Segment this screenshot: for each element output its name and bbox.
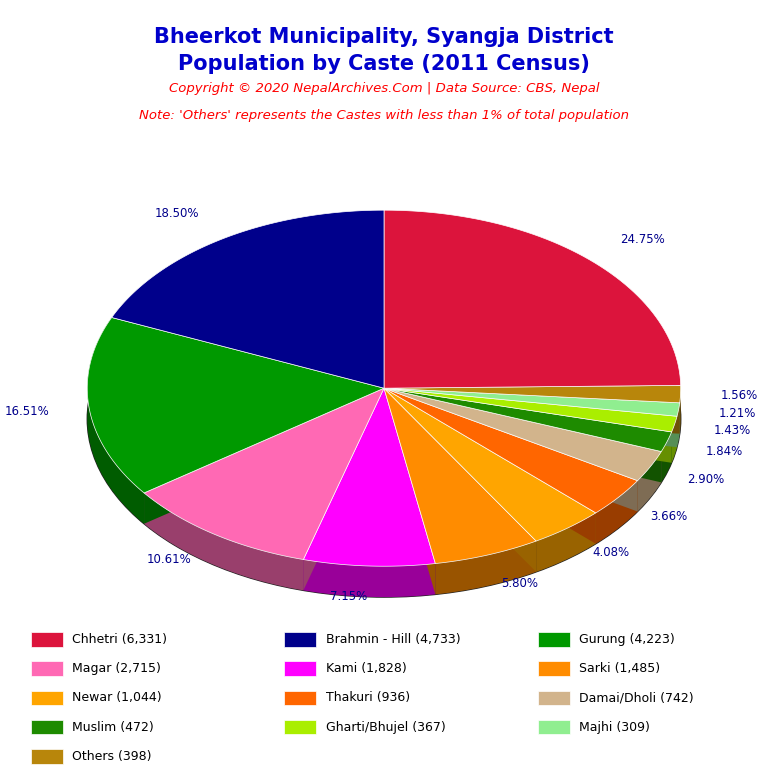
Polygon shape (144, 388, 384, 560)
Polygon shape (384, 388, 637, 513)
Polygon shape (677, 403, 680, 447)
Text: Bheerkot Municipality, Syangja District: Bheerkot Municipality, Syangja District (154, 27, 614, 47)
Polygon shape (384, 388, 661, 481)
Polygon shape (111, 210, 384, 388)
Text: 1.21%: 1.21% (719, 407, 756, 420)
Polygon shape (384, 210, 680, 388)
Polygon shape (435, 541, 536, 594)
Text: Thakuri (936): Thakuri (936) (326, 691, 410, 704)
Polygon shape (144, 493, 303, 591)
Ellipse shape (88, 241, 680, 597)
Text: 1.43%: 1.43% (714, 424, 751, 437)
Polygon shape (303, 560, 435, 597)
Text: Newar (1,044): Newar (1,044) (72, 691, 162, 704)
Bar (538, 661, 570, 676)
Bar (31, 749, 63, 763)
Polygon shape (384, 388, 536, 572)
Polygon shape (384, 388, 680, 434)
Text: 24.75%: 24.75% (621, 233, 665, 246)
Text: 2.90%: 2.90% (687, 474, 724, 486)
Text: 3.66%: 3.66% (650, 510, 687, 523)
Text: Population by Caste (2011 Census): Population by Caste (2011 Census) (178, 54, 590, 74)
Polygon shape (384, 388, 536, 572)
Text: 4.08%: 4.08% (592, 546, 630, 559)
Bar (31, 720, 63, 734)
Text: Sarki (1,485): Sarki (1,485) (579, 662, 660, 675)
Polygon shape (384, 388, 677, 447)
Polygon shape (672, 416, 677, 463)
Bar (31, 690, 63, 705)
Polygon shape (661, 432, 672, 482)
Bar (284, 661, 316, 676)
Polygon shape (384, 388, 596, 541)
Polygon shape (144, 388, 384, 524)
Polygon shape (384, 388, 637, 511)
Bar (284, 632, 316, 647)
Polygon shape (384, 388, 672, 452)
Polygon shape (384, 388, 596, 544)
Polygon shape (384, 388, 435, 594)
Text: Kami (1,828): Kami (1,828) (326, 662, 406, 675)
Bar (538, 632, 570, 647)
Polygon shape (88, 317, 144, 524)
Text: 16.51%: 16.51% (4, 405, 49, 418)
Text: Gurung (4,223): Gurung (4,223) (579, 633, 675, 646)
Bar (284, 690, 316, 705)
Polygon shape (637, 452, 661, 511)
Polygon shape (384, 388, 672, 463)
Bar (538, 720, 570, 734)
Polygon shape (384, 388, 680, 416)
Polygon shape (536, 513, 596, 572)
Polygon shape (384, 388, 672, 463)
Bar (538, 690, 570, 705)
Polygon shape (384, 388, 677, 447)
Text: 5.80%: 5.80% (502, 578, 538, 591)
Text: Chhetri (6,331): Chhetri (6,331) (72, 633, 167, 646)
Text: Magar (2,715): Magar (2,715) (72, 662, 161, 675)
Bar (31, 661, 63, 676)
Polygon shape (384, 388, 661, 482)
Polygon shape (384, 388, 596, 544)
Text: Muslim (472): Muslim (472) (72, 720, 154, 733)
Polygon shape (384, 388, 661, 482)
Polygon shape (596, 481, 637, 544)
Polygon shape (303, 388, 384, 591)
Bar (31, 632, 63, 647)
Polygon shape (384, 388, 637, 511)
Text: Others (398): Others (398) (72, 750, 152, 763)
Polygon shape (384, 388, 536, 564)
Polygon shape (384, 388, 435, 594)
Polygon shape (384, 388, 677, 432)
Text: 1.84%: 1.84% (706, 445, 743, 458)
Text: 7.15%: 7.15% (329, 591, 367, 604)
Text: Brahmin - Hill (4,733): Brahmin - Hill (4,733) (326, 633, 460, 646)
Text: Note: 'Others' represents the Castes with less than 1% of total population: Note: 'Others' represents the Castes wit… (139, 109, 629, 122)
Text: Majhi (309): Majhi (309) (579, 720, 650, 733)
Text: 10.61%: 10.61% (147, 553, 191, 566)
Polygon shape (303, 388, 384, 591)
Polygon shape (88, 317, 384, 493)
Bar (284, 720, 316, 734)
Polygon shape (384, 386, 680, 403)
Text: 1.56%: 1.56% (721, 389, 758, 402)
Text: Copyright © 2020 NepalArchives.Com | Data Source: CBS, Nepal: Copyright © 2020 NepalArchives.Com | Dat… (169, 82, 599, 95)
Polygon shape (384, 388, 680, 434)
Polygon shape (303, 388, 435, 566)
Text: Damai/Dholi (742): Damai/Dholi (742) (579, 691, 694, 704)
Text: Gharti/Bhujel (367): Gharti/Bhujel (367) (326, 720, 445, 733)
Polygon shape (144, 388, 384, 524)
Text: 18.50%: 18.50% (154, 207, 199, 220)
